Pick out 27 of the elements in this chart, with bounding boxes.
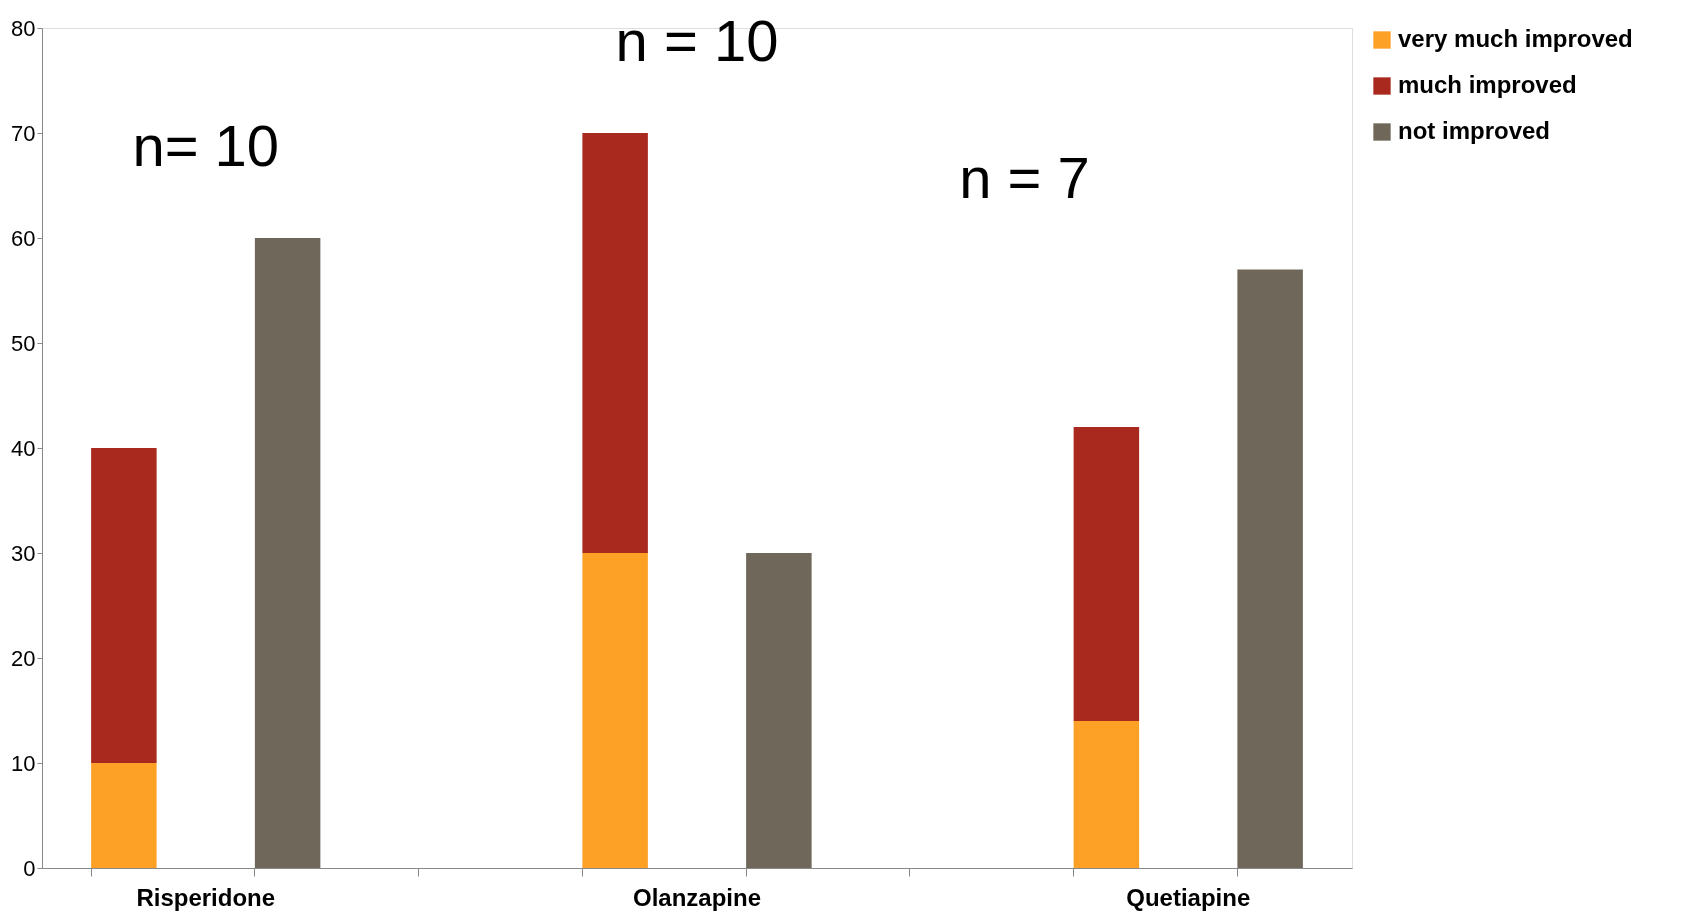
legend-label: very much improved bbox=[1398, 25, 1633, 52]
y-tick-label: 20 bbox=[11, 645, 36, 671]
bar bbox=[254, 238, 321, 868]
bar bbox=[1237, 269, 1303, 868]
annotation: n = 7 bbox=[959, 144, 1090, 210]
y-tick-label: 60 bbox=[11, 225, 36, 251]
y-tick-label: 80 bbox=[11, 15, 36, 41]
annotation: n= 10 bbox=[132, 113, 280, 178]
y-tick-label: 50 bbox=[11, 330, 36, 356]
bar bbox=[746, 553, 812, 868]
bar bbox=[1073, 427, 1140, 721]
annotation: n = 10 bbox=[615, 8, 779, 73]
legend-label: not improved bbox=[1398, 117, 1551, 144]
y-tick-label: 30 bbox=[11, 540, 36, 566]
bar bbox=[582, 553, 648, 868]
x-tick-label: Risperidone bbox=[136, 883, 276, 911]
legend-label: much improved bbox=[1398, 71, 1577, 98]
y-tick-label: 70 bbox=[11, 120, 36, 146]
x-tick-label: Olanzapine bbox=[632, 883, 762, 911]
y-tick-label: 0 bbox=[23, 855, 36, 881]
x-tick-label: Quetiapine bbox=[1126, 883, 1251, 911]
bar bbox=[91, 448, 157, 763]
bar bbox=[91, 763, 157, 868]
y-tick-label: 40 bbox=[11, 435, 36, 461]
bar bbox=[1073, 721, 1140, 868]
bar bbox=[582, 133, 648, 553]
y-tick-label: 10 bbox=[11, 750, 36, 776]
